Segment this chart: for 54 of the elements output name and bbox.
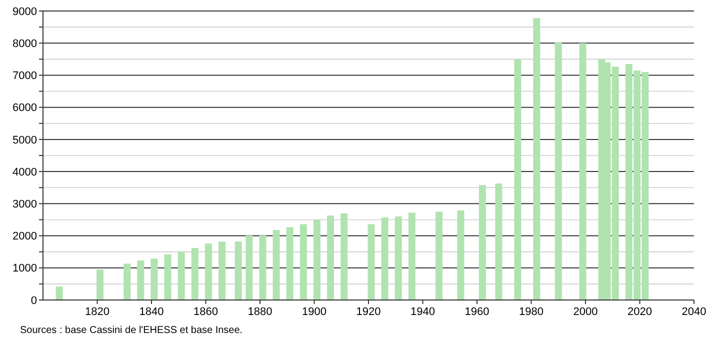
bar <box>124 264 131 300</box>
x-tick-label: 1980 <box>519 306 544 318</box>
bar <box>394 216 402 300</box>
x-tick-label: 2020 <box>628 306 652 318</box>
x-tick-label: 1900 <box>302 306 326 318</box>
bar <box>533 18 540 300</box>
bar <box>313 220 320 300</box>
bar <box>150 258 158 300</box>
source-note: Sources : base Cassini de l'EHESS et base Insee. <box>20 325 243 336</box>
y-tick-label: 5000 <box>12 134 37 146</box>
y-tick-label: 9000 <box>12 6 37 18</box>
bar <box>259 235 266 300</box>
bar <box>164 254 172 300</box>
y-tick-label: 0 <box>30 294 37 307</box>
bar <box>286 227 294 300</box>
bar <box>191 248 198 300</box>
bar <box>457 210 464 300</box>
y-tick-label: 6000 <box>12 102 37 114</box>
y-tick-label: 4000 <box>12 166 37 178</box>
bar <box>368 224 375 300</box>
bar <box>478 185 486 300</box>
bar <box>234 242 242 300</box>
x-tick-label: 1820 <box>85 306 110 318</box>
y-tick-label: 7000 <box>12 70 37 82</box>
bar <box>554 42 562 300</box>
x-tick-label: 2000 <box>573 306 598 318</box>
bar <box>204 243 212 300</box>
y-tick-label: 2000 <box>12 230 37 243</box>
x-tick-label: 1840 <box>139 306 164 318</box>
bar <box>56 286 63 300</box>
x-tick-label: 2040 <box>682 306 706 318</box>
y-tick-label: 3000 <box>12 198 37 211</box>
bar <box>327 216 334 300</box>
bar <box>514 59 522 300</box>
x-tick-label: 1880 <box>248 306 272 318</box>
x-tick-label: 1960 <box>464 306 490 318</box>
bar <box>495 183 502 300</box>
y-tick-label: 8000 <box>12 38 37 50</box>
bar <box>381 217 388 300</box>
bar <box>96 269 104 300</box>
bar <box>408 212 416 300</box>
bar <box>246 235 253 300</box>
x-tick-label: 1860 <box>194 306 218 318</box>
bar <box>340 213 348 300</box>
bar <box>218 242 226 300</box>
bar <box>300 224 307 300</box>
bar <box>579 43 586 300</box>
bar <box>137 260 144 300</box>
y-tick-label: 1000 <box>12 262 37 275</box>
bar <box>178 252 185 300</box>
x-tick-label: 1940 <box>410 306 435 318</box>
x-tick-label: 1920 <box>356 306 381 318</box>
bar <box>436 212 443 300</box>
bar <box>272 230 280 300</box>
